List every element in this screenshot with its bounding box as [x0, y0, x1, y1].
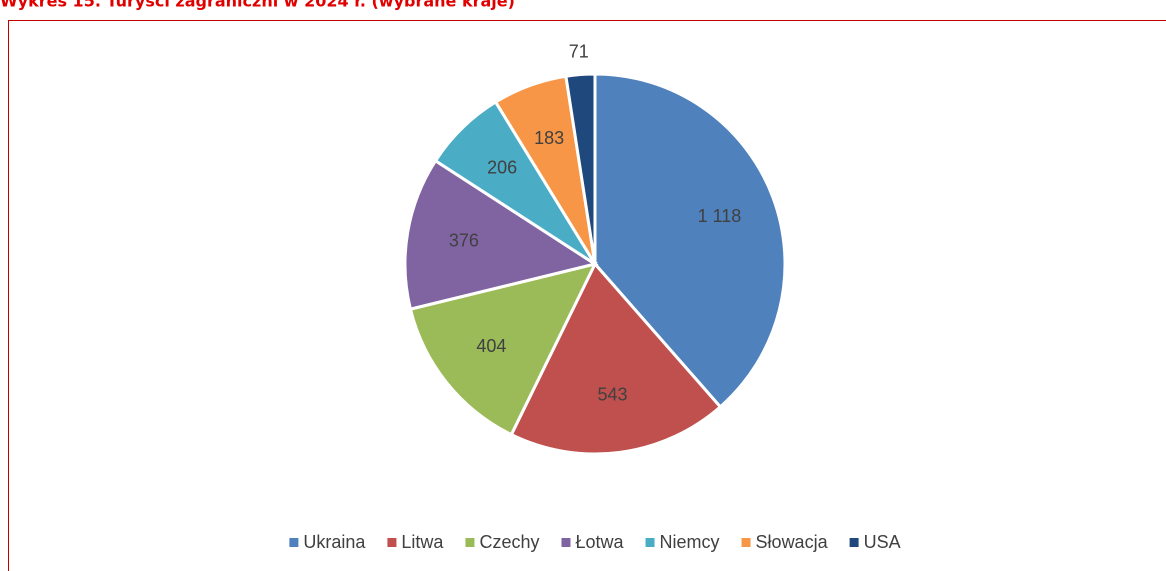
legend-swatch	[465, 538, 475, 547]
legend-label: Niemcy	[660, 532, 720, 552]
legend-swatch	[289, 538, 299, 547]
data-label: 376	[449, 231, 479, 251]
pie-slice	[403, 158, 599, 311]
legend-label: Łotwa	[575, 532, 624, 552]
legend-label: Słowacja	[756, 532, 829, 552]
legend-swatch	[561, 538, 571, 547]
pie-slice	[564, 72, 597, 265]
data-label: 543	[597, 385, 627, 405]
legend-label: Czechy	[479, 532, 539, 552]
legend-swatch	[849, 538, 859, 547]
data-label: 404	[476, 336, 506, 356]
data-label: 206	[487, 158, 517, 178]
legend-label: USA	[864, 532, 901, 552]
chart-title: Wykres 15. Turyści zagraniczni w 2024 r.…	[0, 0, 515, 11]
data-label: 1 118	[698, 206, 742, 226]
pie-slice	[509, 261, 723, 456]
pie-slice	[593, 72, 787, 409]
legend-swatch	[387, 538, 397, 547]
legend-swatch	[741, 538, 751, 547]
data-label: 183	[534, 128, 564, 148]
legend-label: Ukraina	[303, 532, 366, 552]
pie-slice	[408, 261, 598, 437]
legend-label: Litwa	[401, 532, 444, 552]
data-label: 71	[569, 41, 589, 61]
legend-swatch	[645, 538, 655, 547]
